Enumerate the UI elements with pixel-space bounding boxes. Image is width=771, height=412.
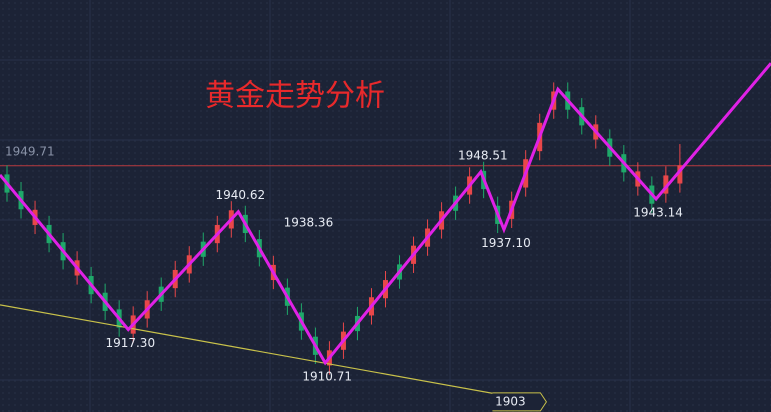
zigzag-line	[0, 62, 771, 366]
chart-title: 黄金走势分析	[205, 79, 385, 114]
trendline	[0, 304, 541, 403]
zigzag-label: 1940.62	[215, 188, 265, 202]
trendline-label: 1903	[495, 394, 526, 408]
trendline-arrow	[492, 392, 548, 412]
price-line-label: 1949.71	[5, 144, 55, 158]
candle-body	[677, 165, 683, 184]
zigzag-label: 1917.30	[105, 336, 155, 350]
zigzag-label: 1943.14	[633, 205, 683, 219]
zigzag-label: 1910.71	[302, 369, 352, 383]
zigzag-label: 1948.51	[458, 148, 508, 162]
zigzag-label: 1937.10	[481, 236, 531, 250]
annotation: 1938.36	[284, 216, 334, 230]
candle-body	[663, 175, 669, 194]
